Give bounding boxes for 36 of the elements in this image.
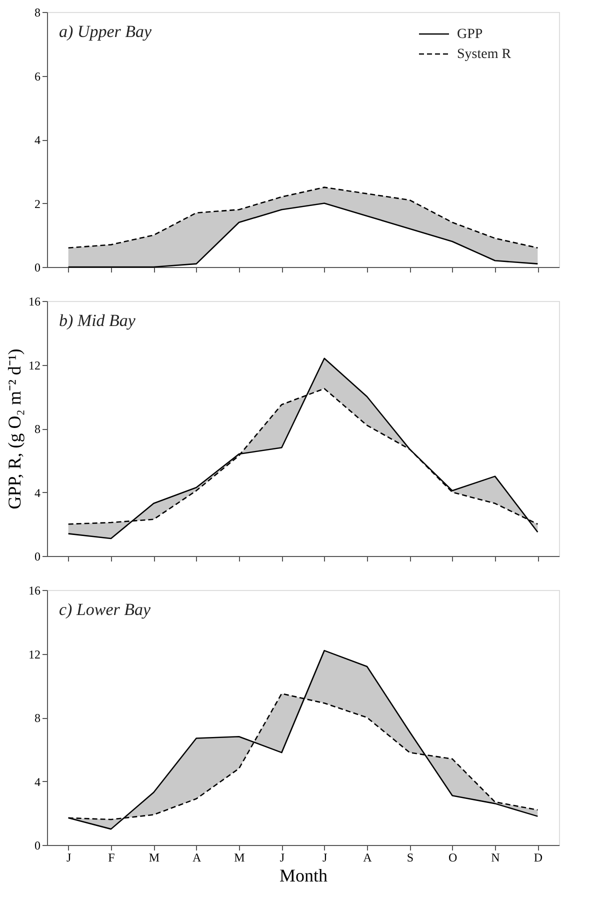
- y-tick-label: 12: [28, 647, 40, 662]
- text: c) Lower Bay: [59, 600, 152, 619]
- x-tick-label: M: [148, 850, 160, 864]
- legend-label: System R: [457, 47, 512, 62]
- y-tick-label: 8: [34, 6, 40, 20]
- x-tick-label: J: [66, 850, 72, 864]
- y-axis-title: GPP, R, (g O₂ m⁻² d⁻¹): [4, 348, 24, 510]
- y-tick-label: 2: [34, 196, 40, 211]
- text: a) Upper Bay: [59, 22, 152, 41]
- y-tick-label: 4: [34, 486, 40, 500]
- x-axis-title: Month: [279, 866, 328, 886]
- x-tick-label: J: [280, 850, 285, 864]
- line-series: [68, 202, 538, 268]
- x-tick-label: J: [322, 850, 328, 864]
- x-tick-label: O: [448, 850, 458, 864]
- text: b) Mid Bay: [59, 311, 136, 330]
- y-tick-label: 0: [34, 260, 40, 274]
- x-tick-label: M: [234, 850, 246, 864]
- y-tick-label: 6: [34, 69, 40, 84]
- x-tick-label: A: [363, 850, 372, 864]
- y-tick-label: 8: [34, 422, 40, 436]
- y-tick-label: 16: [28, 294, 40, 308]
- x-tick-label: A: [192, 850, 202, 864]
- y-tick-label: 0: [34, 838, 40, 852]
- y-tick-label: 4: [34, 774, 40, 789]
- line-series: [68, 186, 538, 249]
- y-tick-label: 8: [34, 711, 40, 725]
- y-tick-label: 16: [28, 584, 40, 598]
- x-tick-label: D: [534, 850, 543, 864]
- legend-label: GPP: [457, 27, 483, 42]
- x-tick-label: N: [491, 850, 500, 864]
- y-tick-label: 0: [34, 550, 40, 564]
- x-tick-label: F: [108, 850, 116, 864]
- x-tick-label: S: [406, 850, 414, 864]
- y-tick-label: 12: [28, 358, 40, 372]
- y-tick-label: 4: [34, 133, 40, 147]
